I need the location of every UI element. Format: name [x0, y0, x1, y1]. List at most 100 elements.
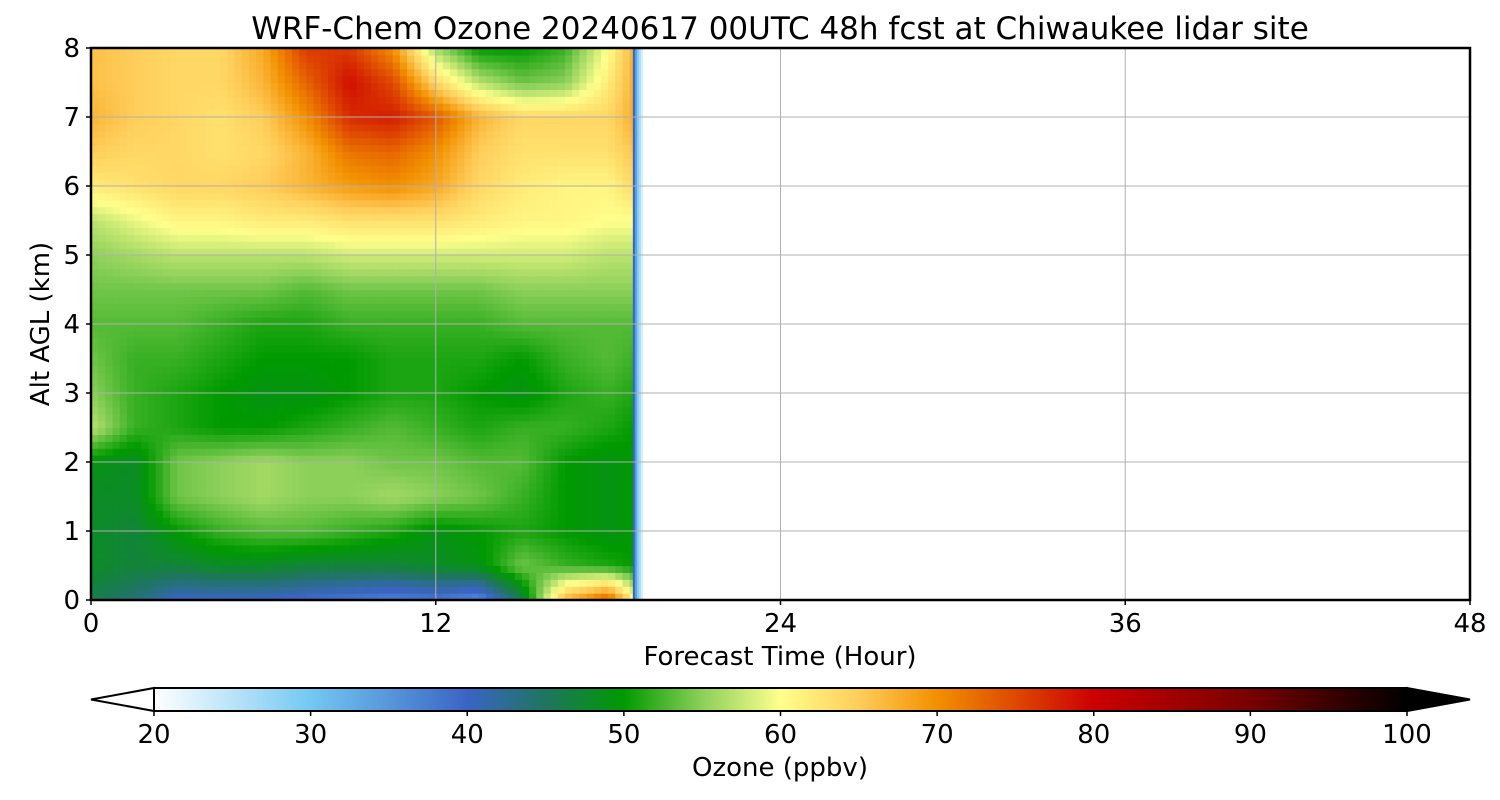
heat-cell: [428, 420, 437, 429]
heat-cell: [205, 441, 214, 449]
heat-cell: [507, 317, 516, 325]
heat-cell: [320, 524, 329, 532]
heat-cell: [277, 434, 286, 442]
heat-cell: [378, 255, 387, 263]
heat-cell: [292, 358, 300, 366]
heat-cell: [249, 406, 257, 415]
heat-cell: [521, 475, 530, 484]
heat-cell: [363, 68, 372, 77]
heat-cell: [191, 61, 200, 70]
heat-cell: [162, 365, 171, 373]
heat-cell: [263, 248, 272, 256]
heat-cell: [98, 110, 106, 118]
heat-cell: [249, 455, 257, 463]
heat-cell: [313, 572, 322, 580]
heat-cell: [134, 282, 142, 291]
heat-cell: [521, 510, 530, 518]
heat-cell: [356, 165, 365, 173]
heat-cell: [320, 365, 329, 373]
heat-cell: [241, 503, 250, 511]
heat-cell: [450, 413, 458, 422]
heat-cell: [177, 89, 185, 97]
heat-cell: [342, 372, 351, 380]
heat-cell: [335, 427, 343, 435]
heat-cell: [112, 324, 121, 332]
heat-cell: [155, 413, 164, 422]
heat-cell: [91, 351, 99, 360]
heat-cell: [521, 206, 530, 215]
heat-cell: [162, 427, 171, 435]
heat-cell: [191, 227, 200, 235]
heat-cell: [507, 82, 516, 90]
heat-cell: [328, 144, 336, 153]
heat-cell: [363, 413, 372, 422]
heat-cell: [471, 103, 480, 111]
heat-cell: [249, 110, 257, 118]
heat-cell: [98, 482, 106, 491]
heat-cell: [529, 289, 537, 297]
heat-cell: [263, 572, 272, 580]
heat-cell: [514, 261, 523, 270]
heat-cell: [457, 551, 466, 560]
heat-cell: [493, 199, 501, 208]
heat-cell: [141, 448, 150, 456]
heat-cell: [105, 192, 114, 201]
heat-cell: [392, 255, 401, 263]
heat-cell: [141, 68, 150, 77]
heat-cell: [249, 496, 257, 504]
heat-cell: [191, 434, 200, 442]
heat-cell: [428, 448, 437, 456]
heat-cell: [335, 303, 343, 311]
heat-cell: [292, 420, 300, 429]
heat-cell: [162, 310, 171, 318]
heat-cell: [205, 123, 214, 132]
heat-cell: [428, 68, 437, 77]
heat-cell: [536, 413, 545, 422]
heat-cell: [450, 213, 458, 222]
heat-cell: [292, 227, 300, 235]
heat-cell: [493, 544, 501, 553]
heat-cell: [529, 593, 537, 600]
heat-cell: [277, 255, 286, 263]
heat-cell: [363, 234, 372, 242]
heat-cell: [220, 303, 229, 311]
heat-cell: [356, 61, 365, 70]
heat-cell: [399, 137, 408, 146]
heat-cell: [292, 544, 300, 553]
heat-cell: [270, 475, 279, 484]
heat-cell: [249, 61, 257, 70]
heat-cell: [349, 206, 358, 215]
heat-cell: [378, 496, 387, 504]
heat-cell: [241, 489, 250, 498]
heat-cell: [471, 379, 480, 387]
heat-cell: [442, 137, 451, 146]
heat-cell: [328, 455, 336, 463]
heat-cell: [205, 482, 214, 491]
heat-cell: [399, 192, 408, 201]
heat-cell: [335, 317, 343, 325]
heat-cell: [457, 241, 466, 249]
heat-cell: [486, 455, 494, 463]
heat-cell: [486, 172, 494, 180]
heat-cell: [464, 227, 473, 235]
heat-cell: [148, 551, 157, 560]
heat-cell: [148, 337, 157, 346]
heat-cell: [363, 455, 372, 463]
heat-cell: [234, 255, 243, 263]
heat-cell: [263, 192, 272, 201]
heat-cell: [486, 206, 494, 215]
heat-cell: [514, 289, 523, 297]
heat-cell: [428, 103, 437, 111]
heat-cell: [162, 524, 171, 532]
heat-cell: [414, 503, 422, 511]
heat-cell: [507, 227, 516, 235]
heat-cell: [213, 199, 221, 208]
heat-cell: [241, 365, 250, 373]
heat-cell: [126, 468, 135, 477]
heat-cell: [371, 406, 379, 415]
heat-cell: [134, 165, 142, 173]
heat-cell: [119, 248, 128, 256]
heat-cell: [198, 406, 207, 415]
heat-cell: [155, 558, 164, 567]
heat-cell: [234, 551, 243, 560]
